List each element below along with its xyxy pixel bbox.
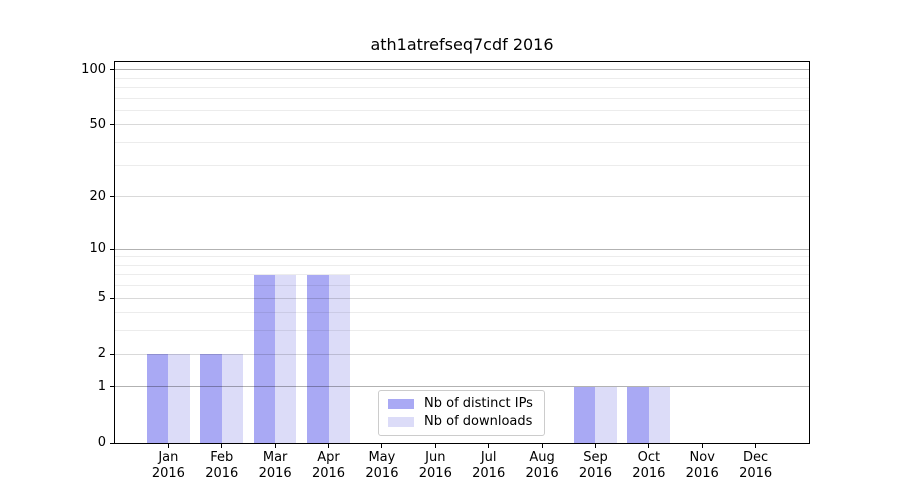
bar-nb-of-downloads-sep [595, 386, 617, 443]
legend: Nb of distinct IPs Nb of downloads [378, 390, 545, 436]
chart-title: ath1atrefseq7cdf 2016 [370, 35, 554, 54]
x-tick [701, 443, 703, 448]
legend-label-downloads: Nb of downloads [424, 414, 533, 429]
x-tick [381, 443, 383, 448]
y-tick-label: 100 [81, 61, 106, 77]
y-tick [110, 386, 114, 388]
y-tick-label: 10 [89, 241, 106, 256]
y-tick-label: 20 [89, 188, 106, 204]
x-tick [755, 443, 757, 448]
bar-nb-of-downloads-oct [648, 386, 671, 443]
x-tick-label: Oct 2016 [632, 450, 666, 481]
bar-nb-of-distinct-ips-feb [200, 354, 222, 443]
legend-swatch [388, 399, 414, 409]
legend-label-distinct-ips: Nb of distinct IPs [424, 396, 533, 411]
x-tick-label: Jan 2016 [151, 450, 185, 481]
gridline [115, 196, 809, 198]
x-tick-label: Jun 2016 [418, 450, 452, 481]
y-tick [110, 442, 114, 444]
legend-item-distinct-ips: Nb of distinct IPs [388, 396, 535, 412]
x-tick-label: Apr 2016 [311, 450, 346, 481]
x-tick-label: May 2016 [365, 450, 399, 481]
x-tick-label: Dec 2016 [739, 450, 773, 481]
y-tick [110, 69, 114, 71]
gridline [115, 69, 809, 71]
gridline [115, 97, 809, 99]
bar-nb-of-distinct-ips-apr [307, 274, 329, 443]
gridline [115, 256, 809, 258]
gridline [115, 330, 809, 332]
bar-nb-of-downloads-feb [221, 354, 244, 443]
y-tick [110, 297, 114, 299]
bar-nb-of-distinct-ips-mar [253, 274, 276, 443]
x-tick [488, 443, 490, 448]
x-tick [648, 443, 650, 448]
x-tick [594, 443, 596, 448]
y-tick-label: 0 [97, 435, 106, 450]
gridline [115, 142, 809, 144]
gridline [115, 124, 809, 126]
gridline [115, 274, 809, 276]
bar-nb-of-distinct-ips-jan [147, 354, 169, 443]
x-tick [328, 443, 330, 448]
gridline [115, 248, 809, 250]
bar-nb-of-downloads-mar [275, 274, 297, 443]
gridline [115, 109, 809, 111]
x-tick-label: Jul 2016 [472, 450, 506, 481]
legend-swatch [388, 417, 414, 427]
x-tick-label: Mar 2016 [258, 450, 292, 481]
x-tick [274, 443, 276, 448]
bar-nb-of-distinct-ips-oct [627, 386, 649, 443]
bar-nb-of-downloads-jan [168, 354, 190, 443]
x-tick-label: Sep 2016 [578, 450, 612, 481]
y-tick [110, 196, 114, 198]
y-tick-label: 5 [97, 290, 106, 306]
y-tick [110, 353, 114, 355]
x-tick-label: Nov 2016 [685, 450, 719, 481]
x-tick [541, 443, 543, 448]
y-tick [110, 248, 114, 250]
gridline [115, 164, 809, 166]
gridline [115, 312, 809, 314]
bar-nb-of-distinct-ips-sep [574, 386, 596, 443]
gridline [115, 77, 809, 79]
gridline [115, 264, 809, 266]
plot-area: Nb of distinct IPs Nb of downloads 0 1 2 5 1… [81, 61, 810, 481]
x-tick [167, 443, 169, 448]
gridline [115, 86, 809, 88]
x-tick-label: Feb 2016 [205, 450, 239, 481]
legend-item-downloads: Nb of downloads [388, 414, 535, 430]
bar-nb-of-downloads-apr [328, 274, 350, 443]
x-tick [221, 443, 223, 448]
y-tick [110, 124, 114, 126]
gridline [115, 285, 809, 287]
y-tick-label: 50 [89, 116, 106, 132]
gridline [115, 297, 809, 299]
x-tick [434, 443, 436, 448]
y-tick-label: 2 [97, 346, 106, 362]
y-tick-label: 1 [97, 378, 106, 394]
x-tick-label: Aug 2016 [525, 450, 559, 481]
